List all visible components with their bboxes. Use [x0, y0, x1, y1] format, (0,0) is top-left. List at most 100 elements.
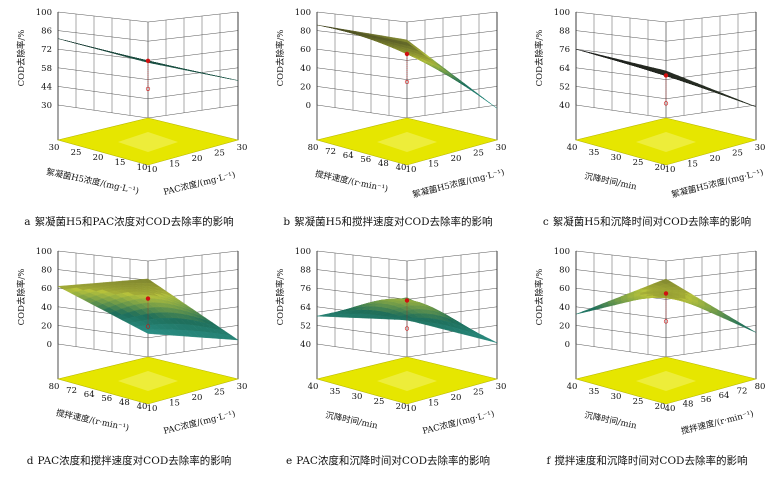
z-tick-label: 0 — [47, 340, 52, 350]
surface-cell — [225, 77, 239, 81]
grid-line — [316, 11, 408, 23]
right-tick-label: 10 — [665, 165, 676, 175]
grid-line — [316, 343, 408, 358]
surface-plot-c: 100 88 76 64 52 40 COD去除率/% 40 35 30 25 20 沉降时间/min 1… — [534, 8, 765, 201]
right-axis-label: 絮凝菌H5浓度/(mg·L⁻¹) — [670, 167, 764, 201]
z-tick-label: 20 — [559, 321, 570, 331]
right-tick-label: 10 — [147, 165, 158, 175]
z-tick-label: 64 — [300, 303, 311, 313]
left-tick-label: 72 — [325, 147, 336, 157]
grid-line — [406, 325, 498, 339]
right-tick-label: 25 — [473, 149, 484, 159]
optimum-point — [145, 58, 151, 64]
left-tick-label: 10 — [137, 163, 148, 173]
z-tick-label: 20 — [300, 82, 311, 92]
z-tick-label: 86 — [41, 27, 52, 37]
z-tick-label: 60 — [300, 45, 311, 55]
grid-line — [406, 104, 498, 119]
grid-line — [57, 104, 149, 119]
left-axis-label: 沉降时间/min — [324, 410, 379, 432]
grid-line — [575, 269, 667, 281]
right-tick-label: 30 — [496, 382, 507, 392]
z-tick-label: 100 — [36, 247, 52, 257]
right-tick-label: 30 — [237, 382, 248, 392]
left-tick-label: 80 — [308, 143, 319, 153]
z-axis-label: COD去除率/% — [275, 269, 286, 326]
grid-line — [575, 250, 667, 262]
z-tick-label: 76 — [559, 45, 570, 55]
grid-line — [575, 48, 667, 61]
floor-contour — [118, 371, 178, 391]
grid-line — [147, 269, 239, 281]
grid-line — [406, 343, 498, 358]
left-tick-label: 20 — [655, 402, 666, 412]
caption-letter: d — [26, 455, 34, 467]
right-tick-label: 20 — [192, 393, 203, 403]
right-tick-label: 20 — [710, 154, 721, 164]
right-tick-label: 25 — [473, 388, 484, 398]
grid-line — [575, 306, 667, 319]
grid-line — [316, 250, 408, 262]
left-tick-label: 80 — [49, 382, 60, 392]
z-tick-label: 40 — [300, 340, 311, 350]
back-walls — [575, 11, 757, 140]
panel-c: 100 88 76 64 52 40 COD去除率/% 40 35 30 25 20 沉降时间/min 1… — [518, 0, 776, 239]
optimum-point — [663, 291, 669, 296]
grid-line — [406, 30, 498, 42]
right-tick-label: 15 — [687, 160, 698, 170]
right-tick-label: 64 — [719, 391, 730, 401]
right-tick-label: 72 — [737, 386, 748, 396]
grid-line — [665, 30, 757, 42]
left-tick-label: 25 — [374, 397, 385, 407]
z-axis-label: COD去除率/% — [275, 30, 286, 87]
z-tick-label: 40 — [300, 64, 311, 74]
grid-line — [575, 104, 667, 119]
left-tick-label: 35 — [589, 387, 600, 397]
grid-line — [57, 86, 149, 100]
right-tick-label: 30 — [496, 143, 507, 153]
z-axis-label: COD去除率/% — [16, 269, 27, 326]
grid-line — [665, 86, 757, 100]
grid-line — [57, 250, 149, 262]
panel-a: 100 86 72 58 44 30 COD去除率/% 30 25 20 15 10 絮凝菌H5浓度/(… — [0, 0, 258, 239]
left-tick-label: 40 — [567, 143, 578, 153]
left-tick-label: 56 — [101, 394, 112, 404]
grid-line — [406, 67, 498, 80]
z-axis: 100 86 72 58 44 30 COD去除率/% — [16, 8, 52, 111]
right-tick-label: 10 — [406, 404, 417, 414]
left-tick-label: 25 — [71, 148, 82, 158]
right-tick-label: 56 — [701, 395, 712, 405]
left-tick-label: 40 — [396, 163, 407, 173]
right-tick-label: 10 — [406, 165, 417, 175]
z-axis: 100 88 76 64 52 40 COD去除率/% — [534, 8, 570, 111]
left-tick-label: 20 — [396, 402, 407, 412]
z-tick-label: 100 — [295, 8, 311, 18]
left-tick-label: 20 — [93, 153, 104, 163]
right-tick-label: 20 — [451, 393, 462, 403]
z-tick-label: 52 — [559, 82, 570, 92]
left-tick-label: 25 — [633, 397, 644, 407]
floor-contour — [636, 132, 696, 152]
z-tick-label: 100 — [554, 247, 570, 257]
caption-d: d PAC浓度和搅拌速度对COD去除率的影响 — [0, 453, 258, 468]
grid-line — [316, 325, 408, 339]
left-axis-label: 絮凝菌H5浓度/(mg·L⁻¹) — [45, 166, 140, 196]
right-tick-label: 15 — [169, 160, 180, 170]
right-axis-label: 絮凝菌H5浓度/(mg·L⁻¹) — [411, 167, 505, 201]
panel-e: 100 88 76 64 52 40 COD去除率/% 40 35 30 25 20 沉降时间/min 1… — [259, 239, 517, 478]
grid-line — [665, 343, 757, 358]
floor-contour — [377, 132, 437, 152]
projection-point — [663, 319, 669, 324]
caption-f: f 搅拌速度和沉降时间对COD去除率的影响 — [518, 453, 776, 468]
grid-line — [147, 86, 239, 100]
grid-line — [147, 67, 239, 80]
grid-line — [57, 30, 149, 42]
right-tick-label: 20 — [192, 154, 203, 164]
left-tick-label: 25 — [633, 158, 644, 168]
grid-line — [57, 67, 149, 80]
left-tick-label: 48 — [378, 159, 389, 169]
left-tick-label: 40 — [567, 382, 578, 392]
z-axis: 100 80 60 40 20 0 COD去除率/% — [16, 247, 52, 350]
